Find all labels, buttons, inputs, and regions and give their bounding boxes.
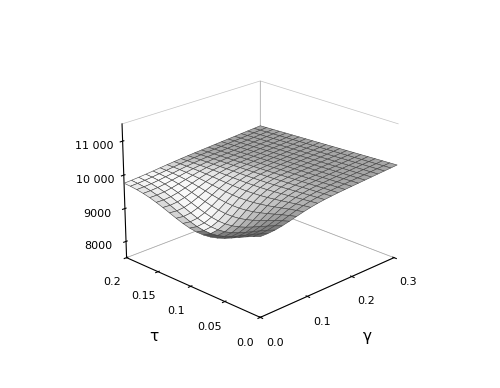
X-axis label: γ: γ <box>362 329 372 345</box>
Y-axis label: τ: τ <box>149 329 158 345</box>
